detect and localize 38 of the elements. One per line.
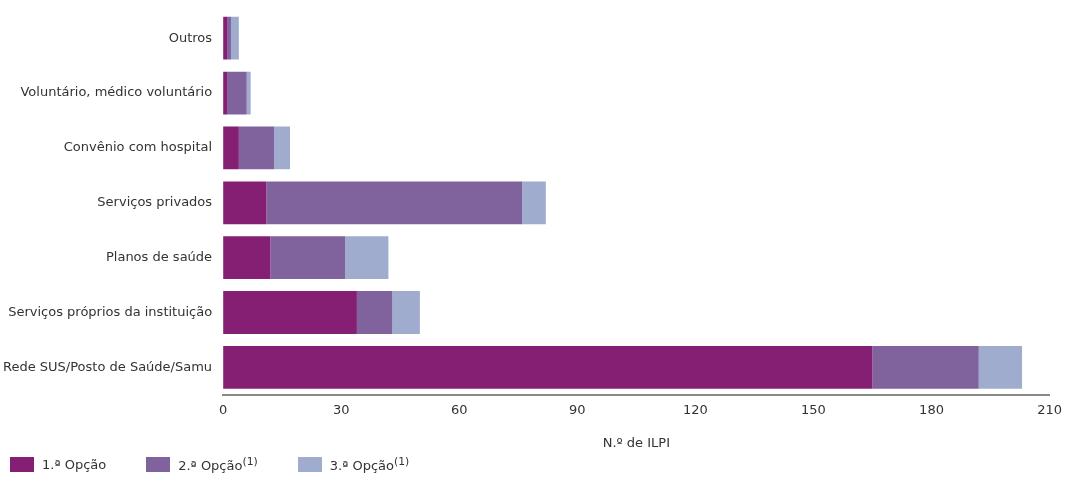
bar xyxy=(223,126,239,170)
bar xyxy=(227,71,247,115)
legend-label: 1.ª Opção xyxy=(42,456,107,472)
bar xyxy=(345,236,389,280)
x-tick-label: 60 xyxy=(450,401,468,417)
bar xyxy=(356,291,393,334)
bar xyxy=(223,345,873,389)
bar xyxy=(223,291,357,334)
x-tick-label: 90 xyxy=(569,401,586,417)
y-tick-label: Rede SUS/Posto de Saúde/Samu xyxy=(3,358,213,374)
bar xyxy=(978,345,1023,389)
x-tick-label: 30 xyxy=(332,401,350,417)
x-tick-label: 150 xyxy=(801,401,826,417)
bar xyxy=(238,126,275,170)
legend-label: 3.ª Opção$^{(1)}$ xyxy=(329,455,410,474)
x-axis-title: N.º de ILPI xyxy=(602,434,670,450)
bar xyxy=(223,236,271,280)
y-tick-label: Serviços próprios da instituição xyxy=(8,303,213,319)
y-tick-label: Voluntário, médico voluntário xyxy=(20,84,213,100)
bar xyxy=(230,16,239,60)
x-tick-label: 210 xyxy=(1037,401,1063,417)
bar xyxy=(266,181,523,225)
x-tick-label: 0 xyxy=(218,401,228,417)
y-tick-label: Outros xyxy=(168,29,213,45)
legend-label: 2.ª Opção$^{(1)}$ xyxy=(178,455,258,474)
bar xyxy=(223,181,267,225)
bar xyxy=(246,71,251,115)
x-tick-label: 120 xyxy=(682,401,708,417)
bar xyxy=(872,345,979,389)
bar xyxy=(227,16,231,60)
bar xyxy=(392,291,420,334)
y-tick-label: Convênio com hospital xyxy=(63,139,213,155)
bar xyxy=(274,126,291,170)
y-tick-label: Serviços privados xyxy=(97,194,213,210)
bar xyxy=(522,181,546,225)
x-tick-label: 180 xyxy=(919,401,944,417)
y-tick-label: Planos de saúde xyxy=(105,249,213,265)
bar xyxy=(270,236,346,280)
